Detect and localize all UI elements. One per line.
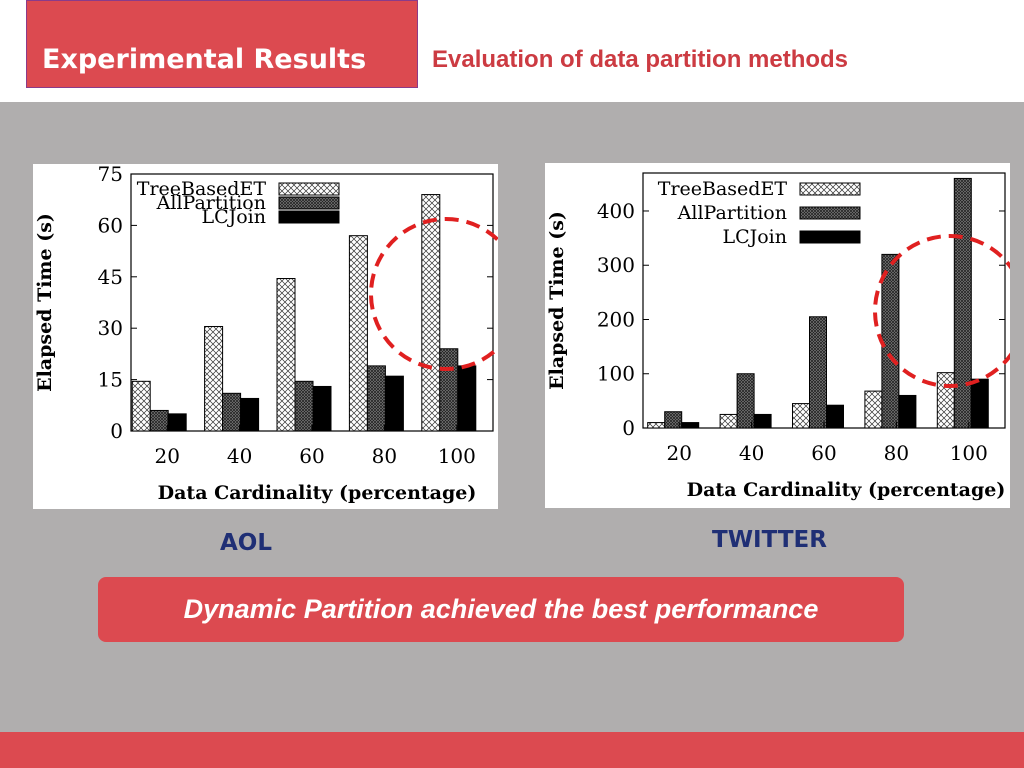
highlight-circle [873,234,1010,388]
bar-allpartition-60 [294,380,314,432]
x-tick-label: 100 [950,441,988,465]
legend-swatch-treebasedet [278,182,340,196]
title-box [26,0,418,88]
x-tick-label: 60 [299,444,324,468]
y-tick-label: 15 [98,368,123,392]
y-tick-label: 45 [98,265,123,289]
bar-allpartition-80 [881,253,900,429]
bar-treebasedet-80 [348,235,368,432]
slide-subtitle: Evaluation of data partition methods [432,46,849,73]
bar-lcjoin-20 [167,413,187,432]
legend-label-treebasedet: TreeBasedET [137,178,267,200]
y-tick-label: 60 [98,213,123,237]
bar-allpartition-20 [149,409,169,432]
x-tick-label: 40 [227,444,252,468]
legend-swatch-allpartition [799,206,861,220]
bar-allpartition-60 [809,316,827,429]
bar-treebasedet-60 [276,278,296,432]
legend-swatch-treebasedet [799,182,861,196]
x-axis-label: Data Cardinality (percentage) [687,479,1006,501]
legend-label-treebasedet: TreeBasedET [658,178,788,200]
y-tick-label: 75 [98,164,123,186]
aol-chart-panel: 0 15 30 45 60 75 20 40 60 80 100 Data Cardinality (… [33,164,498,509]
y-axis-label: Elapsed Time (s) [546,211,568,390]
bar-lcjoin-40 [753,413,772,429]
bar-treebasedet-20 [131,380,151,432]
bar-treebasedet-80 [864,390,883,429]
y-tick-label: 0 [110,419,123,443]
legend-swatch-lcjoin [799,230,861,244]
y-tick-label: 300 [597,253,635,277]
bar-allpartition-40 [222,392,242,432]
x-tick-label: 20 [154,444,179,468]
bar-lcjoin-40 [240,397,260,432]
x-tick-label: 80 [372,444,397,468]
twitter-dataset-label: TWITTER [712,527,827,553]
x-tick-label: 20 [666,441,691,465]
y-tick-label: 100 [597,362,635,386]
bar-allpartition-80 [366,365,386,432]
bar-treebasedet-100 [421,194,441,432]
slide-title: Experimental Results [42,44,367,75]
highlight-circle [369,217,498,371]
legend-label-allpartition: AllPartition [156,192,266,214]
bar-allpartition-40 [736,373,755,429]
aol-dataset-label: AOL [220,530,273,556]
bar-lcjoin-100 [970,378,989,429]
bar-allpartition-20 [664,411,683,429]
y-axis-label: Elapsed Time (s) [34,213,56,392]
bar-treebasedet-60 [792,403,810,429]
bar-treebasedet-40 [204,325,224,432]
legend-swatch-lcjoin [278,210,340,224]
bar-allpartition-100 [439,348,459,432]
x-tick-label: 100 [438,444,476,468]
legend-label-lcjoin: LCJoin [201,206,266,228]
bar-lcjoin-80 [384,375,404,432]
bar-treebasedet-40 [719,413,738,429]
bar-treebasedet-100 [936,372,955,429]
conclusion-text: Dynamic Partition achieved the best perf… [183,594,819,624]
conclusion-banner: Dynamic Partition achieved the best perf… [98,577,904,642]
x-tick-label: 40 [739,441,764,465]
x-axis-label: Data Cardinality (percentage) [158,482,477,504]
y-tick-label: 400 [597,199,635,223]
legend-label-lcjoin: LCJoin [722,226,787,248]
bar-lcjoin-20 [681,422,700,429]
bar-allpartition-100 [953,177,972,429]
twitter-chart-panel: 0 100 200 300 400 20 40 60 80 100 Data Cardinality… [545,163,1010,508]
y-tick-label: 0 [622,416,635,440]
legend-swatch-allpartition [278,196,340,210]
y-tick-label: 30 [98,316,123,340]
aol-chart: 0 15 30 45 60 75 20 40 60 80 100 Data Cardinality (… [34,164,498,504]
x-tick-label: 80 [884,441,909,465]
bar-lcjoin-60 [312,385,332,432]
bar-lcjoin-60 [826,404,844,429]
footer-bar [0,732,1024,768]
bar-lcjoin-100 [457,365,477,432]
legend-label-allpartition: AllPartition [677,202,787,224]
bar-treebasedet-20 [647,422,666,429]
bar-lcjoin-80 [898,394,917,429]
y-tick-label: 200 [597,307,635,331]
x-tick-label: 60 [811,441,836,465]
twitter-chart: 0 100 200 300 400 20 40 60 80 100 Data Cardinality… [546,172,1010,501]
